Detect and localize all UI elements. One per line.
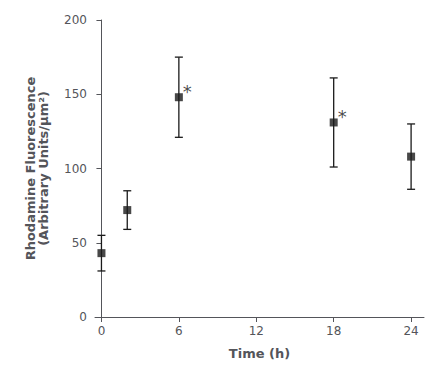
svg-text:0: 0 (79, 310, 87, 324)
svg-text:24: 24 (403, 324, 418, 338)
svg-text:6: 6 (175, 324, 183, 338)
svg-text:18: 18 (326, 324, 341, 338)
svg-text:200: 200 (64, 13, 87, 27)
svg-text:Time (h): Time (h) (229, 346, 290, 361)
svg-text:0: 0 (98, 324, 106, 338)
svg-text:50: 50 (72, 236, 87, 250)
svg-text:150: 150 (64, 87, 87, 101)
svg-text:*: * (338, 106, 347, 127)
svg-text:Rhodamine Fluorescence: Rhodamine Fluorescence (23, 76, 38, 261)
svg-text:*: * (183, 81, 192, 102)
svg-text:12: 12 (249, 324, 264, 338)
svg-text:(Arbitrary Units/μm²): (Arbitrary Units/μm²) (36, 91, 51, 246)
svg-text:100: 100 (64, 162, 87, 176)
